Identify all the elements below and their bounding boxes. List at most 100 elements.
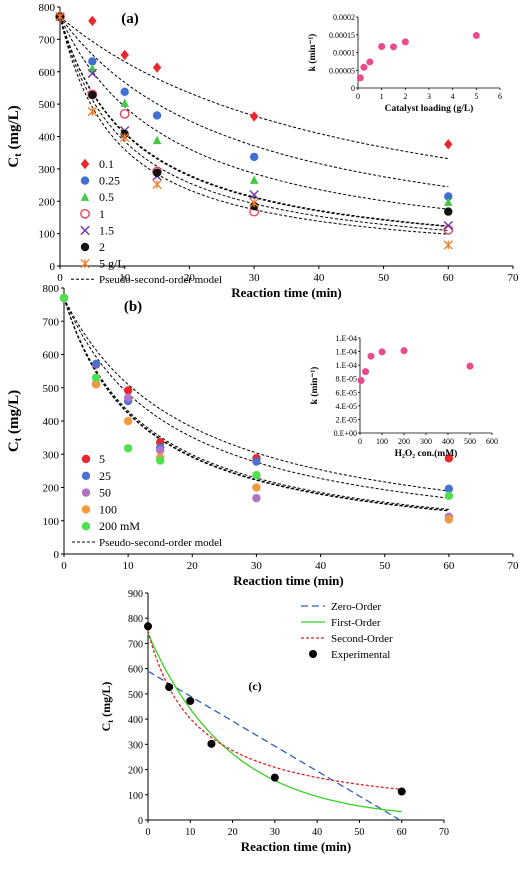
inset-y-tick-label: 2.E-05: [335, 415, 357, 424]
y-tick-label: 700: [43, 316, 60, 328]
data-point: [186, 696, 195, 705]
y-tick-label: 800: [43, 283, 60, 295]
legend-label: 0.25: [99, 174, 120, 188]
data-point: [91, 380, 101, 389]
legend-label: Zero-Order: [331, 601, 381, 613]
data-point: [123, 393, 133, 402]
data-point: [444, 484, 454, 494]
x-tick-label: 50: [378, 272, 390, 284]
y-tick-label: 500: [39, 99, 56, 111]
legend-label: 5 g/L: [99, 257, 125, 271]
legend-marker: [80, 242, 90, 252]
legend-label: First-Order: [331, 617, 381, 629]
model-fit-curve: [63, 297, 449, 492]
data-point: [88, 57, 97, 66]
panel-c: 0 100 200 300 400 500 600 700 800 900 0 10 20 30 40 50 6…: [99, 589, 449, 854]
legend-label: Second-Order: [331, 633, 393, 645]
inset-x-tick-label: 5: [474, 92, 478, 101]
legend-marker: [80, 192, 90, 201]
x-tick-label: 20: [187, 560, 199, 572]
data-point: [123, 416, 133, 426]
inset-data-point: [360, 63, 368, 71]
y-tick-label: 700: [39, 34, 56, 46]
x-tick-label: 50: [354, 827, 364, 838]
x-tick-label: 40: [312, 827, 322, 838]
data-point: [249, 175, 259, 184]
panel-label: (a): [121, 11, 139, 27]
x-tick-label: 30: [270, 827, 280, 838]
legend-label: 200 mM: [99, 519, 140, 533]
y-tick-label: 200: [128, 766, 143, 777]
y-tick-label: 100: [128, 791, 143, 802]
legend-marker: [80, 225, 90, 236]
x-tick-label: 50: [379, 560, 391, 572]
inset-x-axis-label: Catalyst loading (g/L): [385, 103, 474, 114]
x-tick-label: 0: [61, 560, 67, 572]
y-tick-label: 400: [43, 416, 60, 428]
data-point: [120, 98, 129, 107]
data-point: [152, 168, 162, 177]
x-tick-label: 70: [508, 272, 520, 284]
inset-data-point: [362, 368, 369, 376]
data-point: [444, 192, 453, 201]
x-tick-label: 0: [146, 827, 151, 838]
x-tick-label: 0: [57, 272, 63, 284]
data-point: [252, 457, 261, 466]
legend-label: 0.1: [99, 157, 114, 171]
x-tick-label: 30: [249, 272, 261, 284]
x-tick-label: 20: [184, 272, 196, 284]
inset-y-tick-label: 0.00015: [329, 31, 355, 40]
y-tick-label: 500: [43, 383, 60, 395]
data-point: [152, 62, 162, 73]
data-point: [444, 454, 454, 463]
y-tick-label: 700: [128, 639, 143, 650]
inset-y-tick-label: 4.E-05: [335, 402, 357, 411]
y-tick-label: 200: [43, 483, 60, 495]
data-point: [156, 446, 165, 455]
y-tick-label: 100: [39, 229, 56, 241]
data-point: [443, 240, 453, 250]
x-tick-label: 10: [123, 560, 135, 572]
inset-data-point: [400, 347, 408, 355]
data-point: [87, 68, 98, 79]
legend-label: 2: [99, 240, 105, 254]
legend-marker: [81, 471, 91, 480]
data-point: [207, 739, 216, 748]
inset-x-axis-label: H₂O₂ con.(mM): [395, 448, 458, 459]
data-point: [152, 111, 162, 120]
y-axis-label: Ct (mg/L): [6, 105, 24, 167]
y-tick-label: 300: [128, 740, 143, 751]
legend-marker: [80, 176, 90, 185]
inset-y-tick-label: 0.E+00: [334, 429, 357, 438]
y-tick-label: 500: [128, 690, 143, 701]
y-tick-label: 900: [128, 589, 143, 600]
data-point: [252, 483, 261, 492]
data-point: [444, 515, 454, 524]
legend-marker: [81, 505, 91, 514]
data-point: [252, 493, 261, 503]
legend-label: 50: [99, 486, 111, 500]
inset-y-tick-label: 0.0002: [333, 13, 355, 22]
data-point: [91, 373, 101, 382]
x-tick-label: 60: [443, 560, 455, 572]
inset-x-tick-label: 100: [376, 437, 388, 446]
legend-model-label: Pseudo-second-order model: [99, 537, 222, 549]
x-tick-label: 40: [315, 560, 327, 572]
inset-x-tick-label: 1: [380, 92, 384, 101]
inset-background: [358, 17, 500, 88]
data-point: [252, 470, 261, 480]
inset-y-tick-label: 1.E-04: [335, 348, 357, 357]
data-point: [144, 622, 152, 631]
legend-marker: [309, 650, 317, 658]
data-point: [444, 197, 453, 206]
data-point: [397, 787, 406, 796]
inset-y-tick-label: 1.E-04: [335, 361, 357, 370]
data-point: [152, 135, 162, 145]
model-fit-curve: [63, 297, 449, 512]
y-tick-label: 200: [39, 196, 56, 208]
y-tick-label: 100: [43, 516, 60, 528]
data-point: [123, 386, 133, 395]
inset-x-tick-label: 0: [356, 92, 360, 101]
legend-label: 25: [99, 469, 111, 483]
inset-data-point: [367, 352, 375, 360]
